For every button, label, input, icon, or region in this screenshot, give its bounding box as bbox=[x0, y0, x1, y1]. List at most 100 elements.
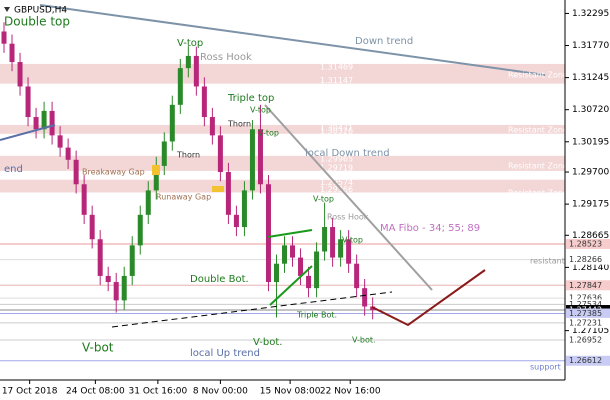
resistance-zone bbox=[0, 124, 565, 134]
x-tick-label: 31 Oct 16:00 bbox=[129, 387, 188, 397]
candle-body bbox=[73, 159, 79, 185]
zone-value: 1.31147 bbox=[320, 76, 353, 85]
candle-body bbox=[81, 184, 87, 215]
candle-body bbox=[9, 43, 15, 63]
price-tag bbox=[566, 308, 610, 319]
annotation: Double Bot. bbox=[190, 274, 249, 285]
price-tag bbox=[566, 355, 610, 366]
price-axis bbox=[565, 0, 610, 400]
candle-body bbox=[57, 135, 63, 148]
candle-body bbox=[33, 117, 39, 130]
candle-body bbox=[145, 190, 151, 215]
trend-line bbox=[0, 124, 56, 141]
candle-body bbox=[290, 245, 296, 258]
candle-body bbox=[137, 214, 143, 246]
annotation: V-top bbox=[342, 236, 363, 245]
candle-body bbox=[249, 129, 255, 191]
y-tick-label: 1.29175 bbox=[572, 200, 609, 210]
candle-body bbox=[265, 184, 271, 283]
trend-line bbox=[269, 265, 313, 306]
candle-body bbox=[225, 172, 231, 215]
trend-line bbox=[264, 104, 433, 291]
price-tag-label: 1.27534 bbox=[569, 300, 602, 309]
zone-label: Resistant Zone bbox=[508, 189, 568, 198]
candle-body bbox=[25, 86, 31, 118]
price-tag bbox=[566, 317, 610, 328]
candle-body bbox=[17, 62, 23, 87]
annotation: Thorn bbox=[176, 151, 200, 160]
price-tag bbox=[566, 254, 610, 265]
annotation: Ross Hook bbox=[200, 52, 252, 63]
resistance-zone bbox=[0, 155, 565, 171]
annotation: Triple Bot. bbox=[296, 311, 337, 320]
candle-body bbox=[41, 110, 47, 130]
zone-value: 1.29965 bbox=[320, 154, 353, 163]
annotation: resistant bbox=[530, 257, 565, 266]
y-tick-label: 1.27105 bbox=[572, 326, 609, 336]
chart-title: GBPUSD,H4 bbox=[14, 6, 67, 16]
x-tick-label: 17 Oct 2018 bbox=[2, 387, 58, 397]
trend-line bbox=[267, 229, 313, 238]
trend-line bbox=[39, 4, 546, 76]
annotation: V-bot. bbox=[352, 336, 376, 345]
annotation: Breakaway Gap bbox=[82, 168, 145, 177]
y-tick-label: 1.28140 bbox=[572, 263, 609, 273]
zone-label: Resistant Zone bbox=[508, 126, 568, 135]
price-tag-label: 1.27847 bbox=[569, 281, 602, 290]
resistance-zone bbox=[0, 179, 565, 193]
annotation: Thorn bbox=[227, 120, 251, 129]
y-tick-label: 1.30720 bbox=[572, 105, 609, 115]
y-tick-label: 1.28665 bbox=[572, 231, 609, 241]
price-tag-label: 1.28266 bbox=[569, 255, 602, 264]
y-tick-label: 1.31245 bbox=[572, 73, 609, 83]
price-tag-label: 1.26612 bbox=[569, 356, 602, 365]
annotation: V-top bbox=[177, 38, 203, 49]
candle-body bbox=[89, 214, 95, 240]
zone-label: Resistant Zone bbox=[508, 71, 568, 80]
zone-value: 1.29366 bbox=[320, 185, 353, 194]
price-tag bbox=[566, 238, 610, 249]
price-tag bbox=[566, 299, 610, 310]
candle-body bbox=[201, 86, 207, 118]
zone-label: Resistant Zone bbox=[508, 162, 568, 171]
candle-body bbox=[273, 263, 279, 283]
candle-body bbox=[314, 251, 320, 289]
candle-body bbox=[217, 135, 223, 173]
candle-body bbox=[185, 55, 191, 69]
annotation: support bbox=[530, 363, 561, 372]
trend-line bbox=[111, 291, 393, 328]
price-tag bbox=[566, 293, 610, 304]
annotation: MA Fibo - 34; 55; 89 bbox=[380, 223, 480, 234]
candle-body bbox=[298, 257, 304, 276]
price-tag bbox=[566, 280, 610, 291]
candle-body bbox=[65, 147, 71, 160]
annotation: Down trend bbox=[355, 36, 413, 47]
annotation: Double top bbox=[4, 15, 70, 29]
zone-value: 1.29719 bbox=[320, 163, 353, 172]
x-tick-label: 8 Nov 00:00 bbox=[193, 387, 248, 397]
candle-body bbox=[105, 275, 111, 283]
annotation: V-bot. bbox=[253, 337, 282, 348]
trend-lines bbox=[0, 4, 546, 328]
price-tag-label: 1.26952 bbox=[569, 335, 602, 344]
annotation: V-top bbox=[250, 106, 271, 115]
resistance-zone bbox=[0, 63, 565, 84]
symbol-icon bbox=[4, 7, 10, 12]
candle-body bbox=[257, 129, 263, 185]
candle-body bbox=[121, 275, 127, 301]
candle-body bbox=[97, 239, 103, 276]
zone-value: 1.30471 bbox=[320, 123, 353, 132]
candle-body bbox=[193, 55, 199, 87]
annotation: V-top bbox=[258, 129, 279, 138]
gap-marker bbox=[212, 186, 224, 192]
candle-body bbox=[354, 263, 360, 289]
candle-body bbox=[169, 104, 175, 142]
price-tag-label: 1.27385 bbox=[569, 309, 602, 318]
annotation: end bbox=[4, 164, 23, 175]
zone-value: 1.30326 bbox=[320, 126, 353, 135]
annotation: V-bot bbox=[82, 341, 114, 355]
candle-body bbox=[330, 227, 336, 258]
candle-body bbox=[241, 190, 247, 228]
candle-body bbox=[233, 214, 239, 228]
candle-body bbox=[113, 282, 119, 301]
